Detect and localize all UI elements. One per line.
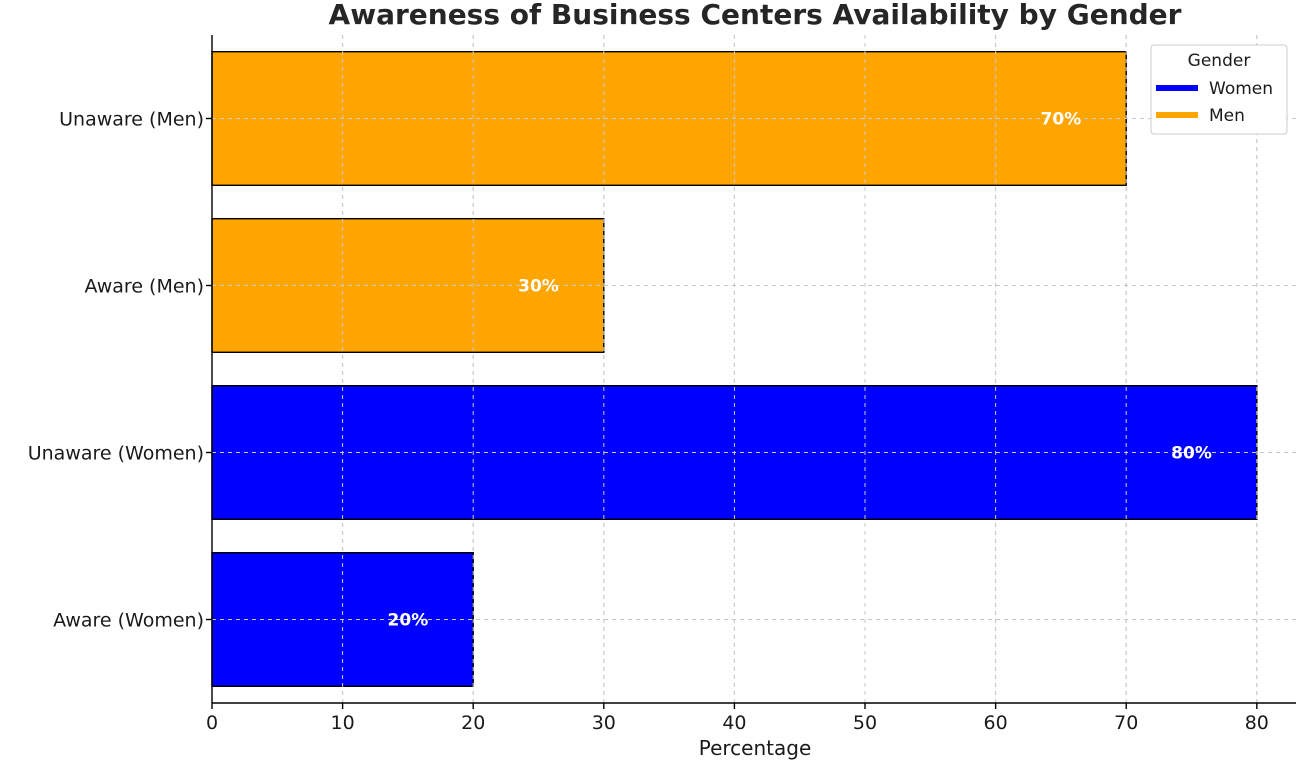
axes: [206, 35, 1296, 709]
data-labels: 20% 80% 30% 70%: [388, 110, 1212, 631]
x-tick-label: 40: [722, 712, 746, 734]
x-tick-label: 70: [1114, 712, 1138, 734]
data-label: 30%: [518, 277, 559, 297]
x-tick-label: 0: [206, 712, 218, 734]
y-tick-label: Aware (Men): [85, 276, 204, 298]
data-label: 80%: [1171, 444, 1212, 464]
legend-entry-label: Men: [1209, 106, 1245, 126]
x-tick-label: 30: [592, 712, 616, 734]
legend: Gender Women Men: [1150, 44, 1288, 135]
x-tick-label: 10: [331, 712, 355, 734]
y-tick-label: Aware (Women): [53, 610, 204, 632]
x-axis-label: Percentage: [699, 736, 812, 760]
x-tick-labels: 0 10 20 30 40 50 60 70 80: [206, 712, 1269, 734]
x-tick-label: 80: [1245, 712, 1269, 734]
x-tick-label: 50: [853, 712, 877, 734]
legend-frame: [1150, 44, 1288, 135]
data-label: 20%: [388, 611, 429, 631]
y-tick-label: Unaware (Women): [28, 443, 204, 465]
legend-title: Gender: [1188, 51, 1251, 71]
chart-title: Awareness of Business Centers Availabili…: [329, 0, 1182, 31]
y-tick-label: Unaware (Men): [59, 109, 204, 131]
legend-entry-label: Women: [1209, 79, 1273, 99]
legend-entries: Women Men: [1156, 79, 1273, 126]
x-tick-label: 60: [984, 712, 1008, 734]
bars: [211, 35, 1296, 703]
x-tick-label: 20: [461, 712, 485, 734]
y-tick-labels: Aware (Women) Unaware (Women) Aware (Men) U…: [28, 109, 204, 632]
data-label: 70%: [1041, 110, 1082, 130]
